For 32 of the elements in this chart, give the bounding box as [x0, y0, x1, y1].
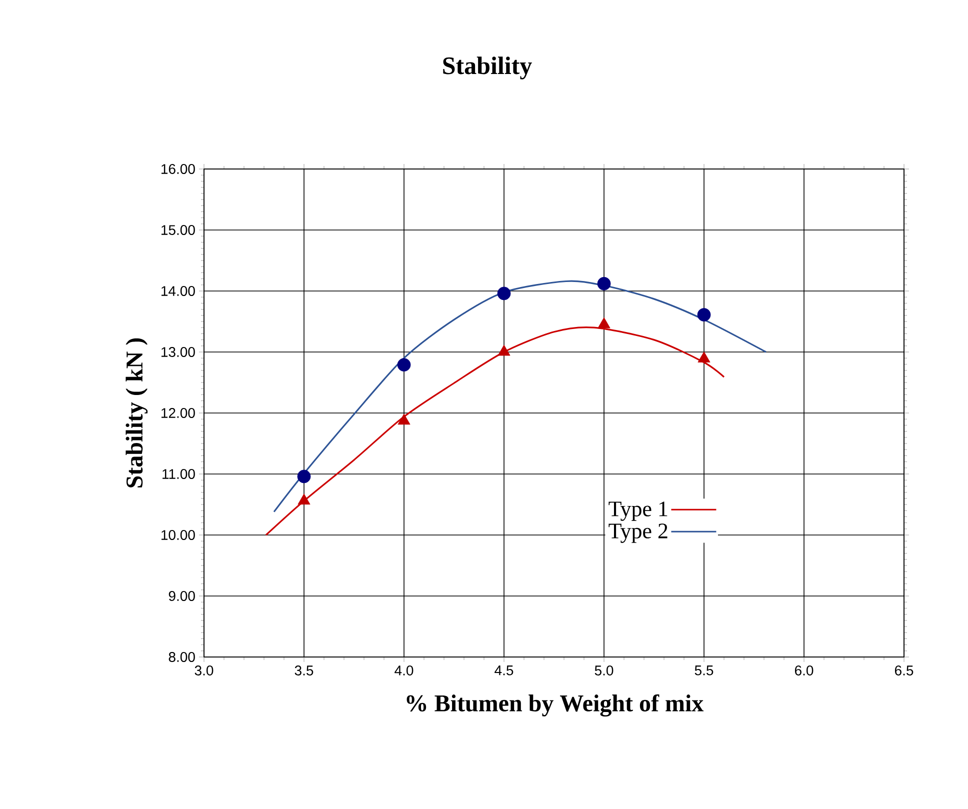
y-tick-label: 9.00 — [168, 591, 195, 601]
x-tick-label: 5.5 — [694, 666, 714, 676]
y-tick-label: 16.00 — [162, 164, 195, 174]
point — [697, 308, 711, 322]
point — [598, 317, 610, 328]
point — [297, 470, 311, 484]
y-tick-label: 8.00 — [168, 652, 195, 662]
y-tick-label: 14.00 — [162, 286, 195, 296]
y-tick-label: 15.00 — [162, 225, 195, 235]
legend-label: Type 1 — [608, 502, 668, 521]
x-tick-label: 4.5 — [494, 666, 514, 676]
x-tick-label: 5.0 — [594, 666, 614, 676]
y-tick-label: 11.00 — [162, 469, 195, 479]
y-tick-label: 12.00 — [162, 408, 195, 418]
y-tick-label: 13.00 — [162, 347, 195, 357]
x-tick-label: 3.0 — [194, 666, 214, 676]
legend-label: Type 2 — [608, 524, 668, 543]
point — [498, 344, 510, 356]
point — [298, 494, 310, 505]
point — [397, 358, 411, 372]
y-tick-label: 10.00 — [162, 530, 195, 540]
x-tick-label: 3.5 — [294, 666, 314, 676]
x-tick-label: 6.5 — [894, 666, 914, 676]
point — [497, 286, 511, 300]
point — [698, 352, 710, 362]
y-axis-title: Stability ( kN ) — [126, 338, 148, 488]
x-tick-label: 4.0 — [394, 666, 414, 676]
chart-title: Stability — [443, 56, 532, 80]
x-axis-title: % Bitumen by Weight of mix — [406, 694, 704, 717]
point — [597, 276, 611, 290]
point — [398, 414, 410, 425]
x-tick-label: 6.0 — [794, 666, 814, 676]
